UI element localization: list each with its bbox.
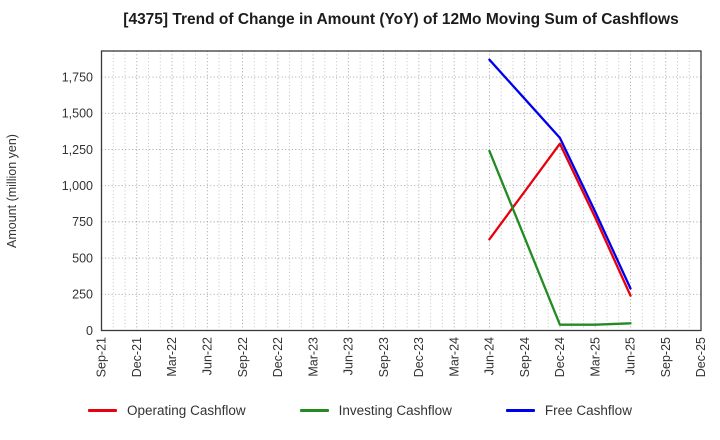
x-tick-label: Jun-25 [624,337,638,375]
y-tick-label: 750 [72,215,93,229]
y-tick-label: 250 [72,288,93,302]
legend-swatch [505,409,535,412]
cashflow-chart: 0 250 500 750 1,000 1,250 1,500 1,750 Sep-21 Dec-… [5,50,708,377]
series-line-free-cashflow [488,58,632,290]
x-tick-label: Sep-24 [518,337,532,377]
legend-swatch [88,409,118,412]
x-tick-label: Mar-25 [588,337,602,377]
x-tick-label: Sep-22 [236,337,250,377]
x-tick-label: Mar-23 [306,337,320,377]
legend-item-free-cashflow: Free Cashflow [505,403,632,418]
x-tick-label: Mar-24 [447,337,461,377]
chart-title: [4375] Trend of Change in Amount (YoY) o… [123,11,679,28]
x-tick-label: Dec-25 [694,337,708,377]
legend: Operating Cashflow Investing Cashflow Free… [0,403,720,418]
legend-item-operating-cashflow: Operating Cashflow [88,403,246,418]
legend-label: Free Cashflow [544,403,632,418]
y-tick-label: 1,000 [62,179,93,193]
x-tick-label: Mar-22 [165,337,179,377]
x-tick-label: Jun-24 [483,337,497,375]
plot-border [100,50,702,332]
series-line-investing-cashflow [488,149,632,326]
x-tick-label: Dec-21 [130,337,144,377]
series-layer [488,58,632,326]
x-tick-label: Sep-21 [95,337,109,377]
y-tick-label: 0 [86,324,93,338]
legend-swatch [299,409,329,412]
x-tick-label: Dec-23 [412,337,426,377]
y-tick-label: 1,500 [62,107,93,121]
y-tick-label: 1,250 [62,143,93,157]
legend-label: Operating Cashflow [127,403,246,418]
grid-layer [101,51,701,331]
x-tick-label: Jun-23 [342,337,356,375]
x-tick-label: Dec-22 [271,337,285,377]
axis-layer: 0 250 500 750 1,000 1,250 1,500 1,750 Sep-21 Dec-… [62,50,708,377]
legend-item-investing-cashflow: Investing Cashflow [299,403,452,418]
legend-label: Investing Cashflow [338,403,452,418]
x-tick-label: Jun-22 [200,337,214,375]
y-tick-label: 1,750 [62,70,93,84]
x-tick-label: Dec-24 [553,337,567,377]
y-axis-label: Amount (million yen) [5,134,19,248]
y-tick-label: 500 [72,251,93,265]
x-tick-label: Sep-25 [659,337,673,377]
x-tick-label: Sep-23 [377,337,391,377]
